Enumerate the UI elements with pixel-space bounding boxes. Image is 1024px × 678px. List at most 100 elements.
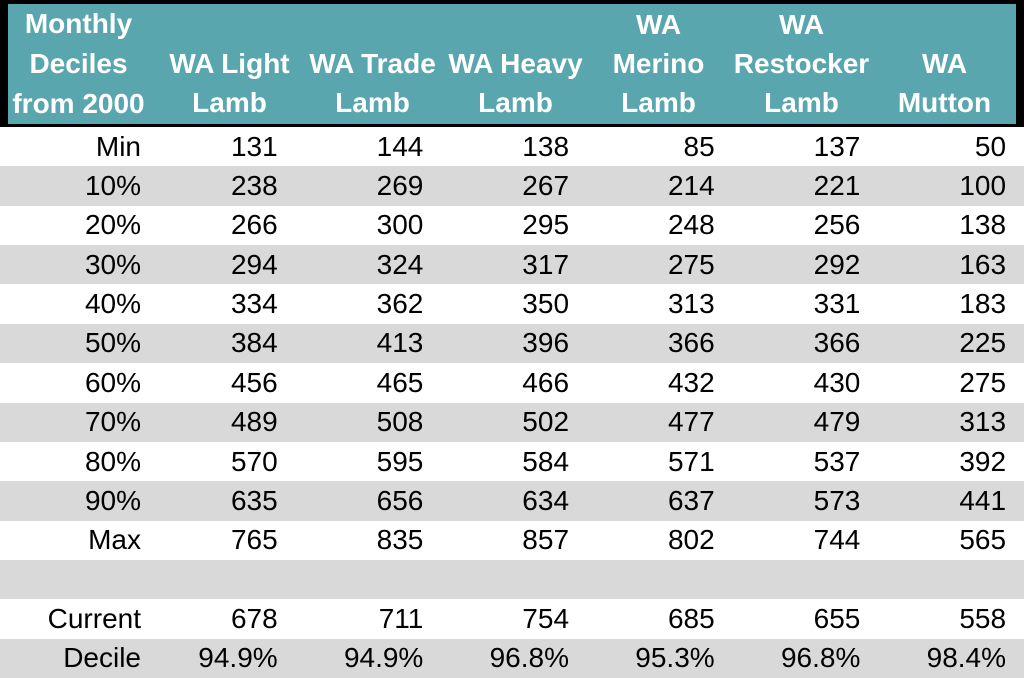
decile-row: Min 131 144 138 85 137 50 [0,127,1024,167]
value-cell: 637 [667,484,715,516]
value-cell: 366 [813,327,861,359]
spacer-row [0,559,1024,600]
value-cell: 479 [813,406,861,438]
column-header-line: WA [778,9,825,40]
decile-row: Max 765 835 857 802 744 565 [0,520,1024,560]
column-header-line: Lamb [764,87,839,118]
value-cell: 584 [522,445,570,477]
value-cell: 96.8% [489,642,570,674]
value-cell: 275 [667,248,715,280]
value-cell: 292 [813,248,861,280]
value-cell: 95.3% [635,642,715,674]
value-cell: 573 [813,484,861,516]
row-label: 20% [84,209,141,241]
value-cell: 98.4% [926,642,1007,674]
value-cell: 295 [522,209,570,241]
table-title: Monthly Deciles from 2000 [8,4,158,124]
value-cell: 163 [959,248,1007,280]
value-cell: 94.9% [343,642,424,674]
table-title-line: Monthly [24,8,133,39]
decile-row: 50% 384 413 396 366 366 225 [0,323,1024,364]
table-header-row: Monthly Deciles from 2000 WA Light Lamb WA… [0,0,1024,127]
value-cell: 300 [376,209,424,241]
value-cell: 711 [378,602,424,634]
column-header-line: Lamb [478,87,553,118]
value-cell: 413 [376,327,424,359]
column-header-line: Lamb [192,87,267,118]
column-header-line: Merino [612,48,705,79]
value-cell: 477 [667,406,715,438]
column-header: WA Heavy Lamb [444,4,587,124]
decile-row: 80% 570 595 584 571 537 392 [0,441,1024,482]
row-label: 10% [84,170,141,202]
value-cell: 334 [230,288,278,320]
value-cell: 744 [813,524,861,556]
column-header-line: WA Trade [309,48,436,79]
value-cell: 144 [376,130,424,162]
value-cell: 441 [959,484,1007,516]
value-cell: 835 [376,524,424,556]
value-cell: 324 [376,248,424,280]
value-cell: 138 [959,209,1007,241]
column-header: WA Trade Lamb [301,4,444,124]
value-cell: 456 [230,366,278,398]
column-header: WA Merino Lamb [587,4,730,124]
column-header-line: Mutton [897,87,992,118]
value-cell: 294 [230,248,278,280]
row-label: Current [47,602,141,634]
column-header-line: Lamb [335,87,410,118]
value-cell: 537 [813,445,861,477]
value-cell: 571 [667,445,715,477]
value-cell: 94.9% [198,642,278,674]
value-cell: 466 [522,366,570,398]
row-label: Decile [63,642,141,674]
column-header-line: Lamb [621,87,696,118]
value-cell: 558 [959,602,1007,634]
value-cell: 313 [667,288,715,320]
column-header-line: WA [635,9,682,40]
row-label: 70% [84,406,141,438]
row-label: Min [95,130,141,162]
row-label: 40% [84,288,141,320]
value-cell: 331 [813,288,861,320]
column-header-line: WA [921,48,968,79]
value-cell: 317 [522,248,570,280]
column-header: WA Mutton [873,4,1016,124]
value-cell: 221 [813,170,861,202]
column-header-line: WA Heavy [448,48,583,79]
value-cell: 765 [230,524,278,556]
value-cell: 430 [813,366,861,398]
table-title-line: Deciles [29,48,128,79]
value-cell: 266 [230,209,278,241]
value-cell: 384 [230,327,278,359]
value-cell: 396 [522,327,570,359]
value-cell: 634 [522,484,570,516]
decile-row: 20% 266 300 295 248 256 138 [0,205,1024,246]
value-cell: 214 [667,170,715,202]
decile-row: 70% 489 508 502 477 479 313 [0,402,1024,442]
row-label: 80% [84,445,141,477]
summary-row: Current 678 711 754 685 655 558 [0,599,1024,639]
value-cell: 350 [522,288,570,320]
value-cell: 131 [230,130,278,162]
value-cell: 313 [959,406,1007,438]
row-label: 60% [84,366,141,398]
row-label: 30% [84,248,141,280]
decile-row: 40% 334 362 350 313 331 183 [0,284,1024,324]
value-cell: 362 [376,288,424,320]
value-cell: 656 [376,484,424,516]
value-cell: 508 [376,406,424,438]
value-cell: 275 [959,366,1007,398]
value-cell: 50 [974,130,1007,162]
table-body: Min 131 144 138 85 137 50 10% 238 269 267 214 221 100… [0,127,1024,678]
value-cell: 225 [959,327,1007,359]
row-label: 50% [84,327,141,359]
value-cell: 183 [959,288,1007,320]
value-cell: 754 [522,602,570,634]
decile-row: 30% 294 324 317 275 292 163 [0,245,1024,285]
value-cell: 100 [959,170,1007,202]
decile-row: 60% 456 465 466 432 430 275 [0,363,1024,403]
value-cell: 465 [376,366,424,398]
value-cell: 635 [230,484,278,516]
